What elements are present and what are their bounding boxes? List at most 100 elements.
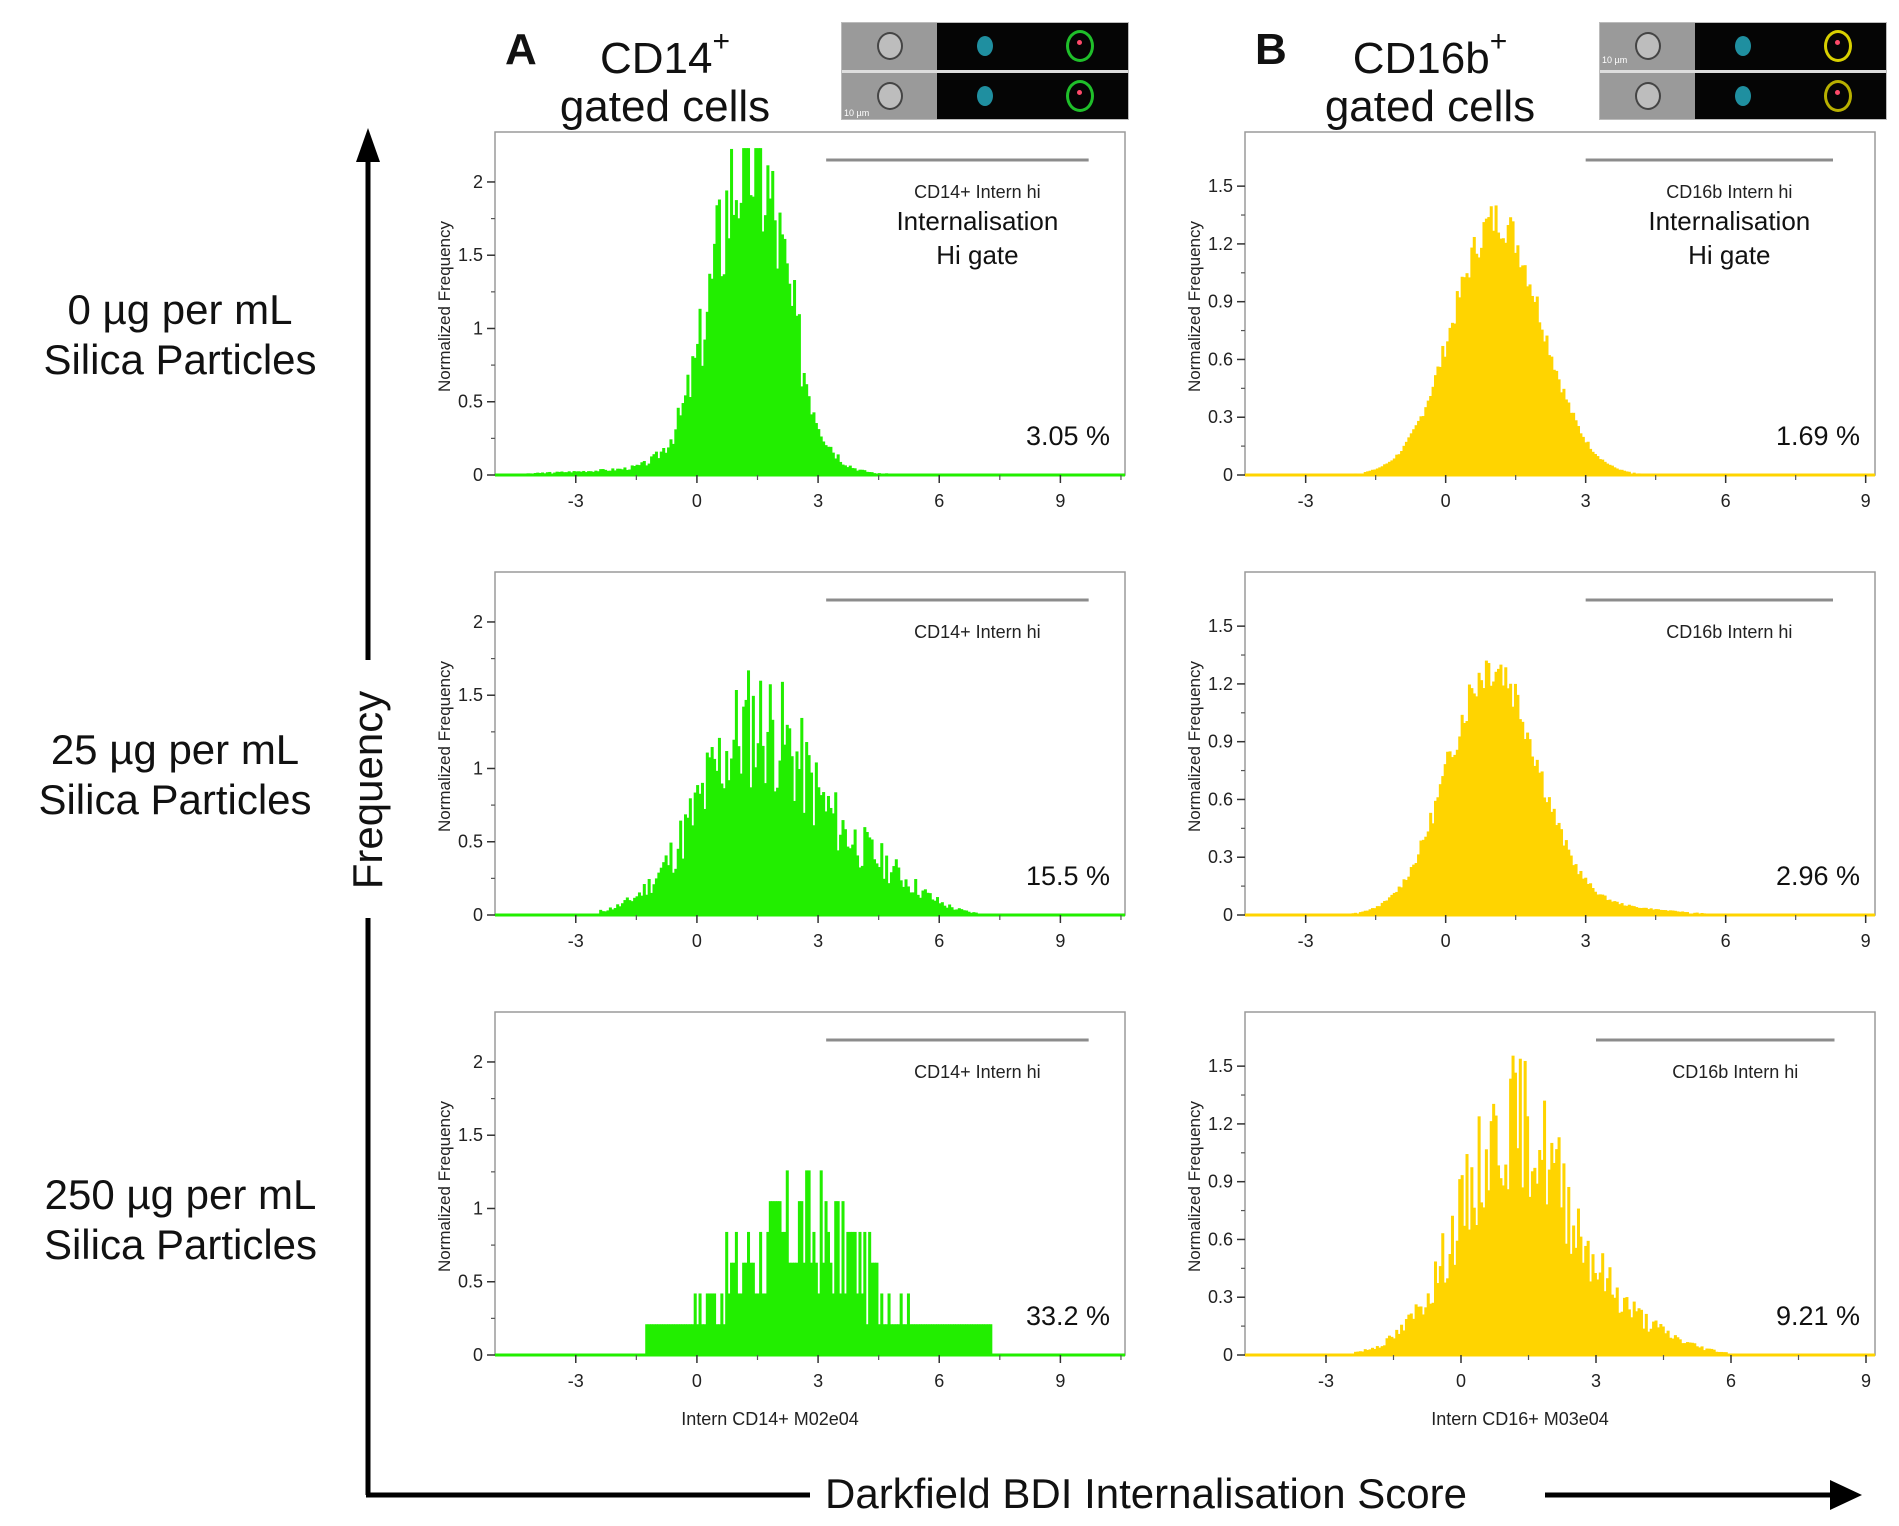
histogram-bar (1606, 463, 1610, 475)
x-tick-label: 9 (1861, 1371, 1871, 1391)
histogram-bar (814, 1262, 818, 1355)
histogram-bar (1385, 463, 1389, 475)
gate-annotation: Hi gate (1688, 240, 1770, 270)
histogram-bar (1547, 797, 1551, 915)
histogram-bar (1475, 1225, 1479, 1355)
histogram-bar (1429, 396, 1433, 475)
histogram-bar (1487, 217, 1491, 475)
histogram-bar (1623, 1297, 1627, 1355)
histogram-bar (873, 1262, 877, 1355)
histogram-bar (1526, 286, 1530, 475)
histogram-bar (686, 1324, 690, 1355)
histogram-bar (720, 276, 724, 475)
histogram-bar (1373, 908, 1377, 915)
histogram-bar (889, 1324, 893, 1355)
histogram-bar (882, 1324, 886, 1355)
column-marker-sup: + (712, 25, 731, 58)
histogram-bar (943, 1324, 947, 1355)
histogram-bar (1387, 1335, 1391, 1355)
histogram-bar (604, 469, 608, 475)
histogram-bar (1576, 426, 1580, 475)
histogram-bar (1412, 864, 1416, 915)
column-subtitle: gated cells (1324, 82, 1536, 131)
gate-label: CD14+ Intern hi (914, 622, 1041, 642)
x-tick-label: 9 (1861, 491, 1871, 511)
histogram-bar (1484, 1149, 1488, 1355)
histogram-bar (640, 462, 644, 475)
histogram-bar (780, 1231, 784, 1355)
histogram-bar (1686, 1342, 1690, 1355)
histogram-bar (652, 454, 656, 475)
histogram-bar (1596, 1279, 1600, 1355)
histogram-bar (773, 791, 777, 915)
histogram-bar (977, 1324, 981, 1355)
histogram-bar (601, 911, 605, 915)
histogram-bar (875, 1262, 879, 1355)
histogram-bar (1656, 1327, 1660, 1355)
histogram-bar (824, 445, 828, 475)
histogram-bar (650, 456, 654, 475)
histogram-bar (1443, 356, 1447, 475)
histogram-bar (810, 414, 814, 475)
histogram-bar (1562, 388, 1566, 475)
histogram-bar (616, 904, 620, 915)
histogram-bar (732, 1262, 736, 1355)
histogram-bar (906, 886, 910, 915)
histogram-bar (778, 212, 782, 475)
histogram-bar (826, 795, 830, 915)
y-tick-label: 0 (473, 465, 483, 485)
histogram-bars (1254, 1055, 1762, 1355)
histogram-bar (1354, 1351, 1358, 1355)
histogram-bar (1426, 1293, 1430, 1355)
histogram-bar (710, 278, 714, 475)
histogram-bar (776, 1201, 780, 1355)
histogram-bar (790, 1262, 794, 1355)
row-label-concentration: 250 µg per mL (44, 1171, 317, 1218)
histogram-bar (1555, 825, 1559, 915)
histogram-bar (662, 862, 666, 915)
histogram-bar (948, 904, 952, 915)
histogram-bar (1586, 441, 1590, 475)
histogram-bar (1417, 854, 1421, 915)
histogram-bar (664, 855, 668, 915)
histogram-bar (836, 850, 840, 915)
histogram-bar (1472, 693, 1476, 915)
histogram-bar (788, 1262, 792, 1355)
histogram-bar (1584, 1245, 1588, 1355)
histogram-bar (1608, 899, 1612, 915)
histogram-bar (1564, 399, 1568, 475)
histogram-bar (749, 195, 753, 475)
histogram-bar (780, 234, 784, 475)
histogram-bar (807, 1170, 811, 1355)
histogram-bar (940, 902, 944, 915)
histogram-bar (955, 909, 959, 915)
histogram-bar (710, 1293, 714, 1355)
histogram-bar (1572, 865, 1576, 915)
histogram-bar (1533, 765, 1537, 915)
histogram-bar (841, 464, 845, 475)
y-tick-label: 0.6 (1208, 1229, 1233, 1249)
x-tick-label: -3 (1318, 1371, 1334, 1391)
histogram-bar (1567, 402, 1571, 475)
histogram-bar (1477, 257, 1481, 475)
histogram-bar (1455, 1240, 1459, 1355)
histogram-bar (1528, 739, 1532, 915)
x-tick-label: 0 (1441, 931, 1451, 951)
histogram-bar (759, 148, 763, 476)
histogram-bar (1436, 366, 1440, 475)
histogram-bar (722, 274, 726, 475)
histogram-bar (1569, 1253, 1573, 1355)
histogram-bar (938, 1324, 942, 1355)
histogram-bar (1538, 772, 1542, 915)
x-tick-label: 3 (813, 1371, 823, 1391)
histogram-bar (1669, 1337, 1673, 1355)
histogram-bar (766, 1231, 770, 1355)
histogram-bar (1509, 217, 1513, 475)
histogram-bar (759, 680, 763, 915)
histogram-bar (1431, 1302, 1435, 1355)
histogram-bar (1378, 906, 1382, 915)
histogram-bar (625, 469, 629, 475)
y-axis-label: Normalized Frequency (1185, 1100, 1204, 1272)
histogram-bar (734, 200, 738, 475)
histogram-bar (1424, 407, 1428, 475)
